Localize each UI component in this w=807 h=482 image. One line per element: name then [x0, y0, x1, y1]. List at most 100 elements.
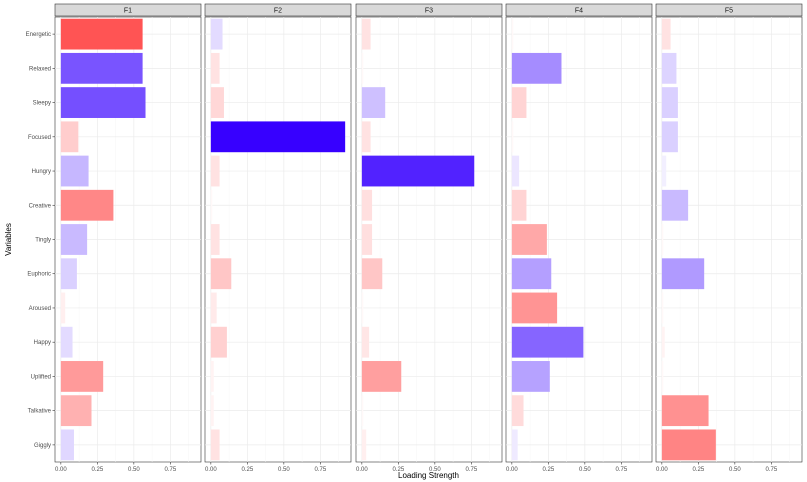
- y-tick-label-uplifted: Uplifted: [31, 374, 51, 380]
- bar-f5-energetic: [661, 18, 671, 50]
- bar-f1-talkative: [60, 395, 92, 427]
- bar-f4-euphoric: [511, 258, 552, 290]
- bar-f4-talkative: [511, 395, 524, 427]
- x-tick-label: 0.25: [692, 467, 704, 473]
- bar-f1-hungry: [60, 155, 89, 187]
- gridlines: [205, 17, 351, 462]
- bar-f4-tingly: [511, 224, 547, 255]
- bar-f4-aroused: [511, 292, 558, 324]
- y-tick-label-euphoric: Euphoric: [27, 272, 51, 278]
- y-tick-label-aroused: Aroused: [29, 306, 51, 312]
- x-tick-label: 0.25: [241, 467, 253, 473]
- bar-f3-euphoric: [361, 258, 383, 290]
- bar-f4-energetic: [511, 18, 514, 50]
- bar-f1-tingly: [60, 224, 88, 255]
- y-tick-label-happy: Happy: [34, 340, 51, 346]
- y-tick-label-sleepy: Sleepy: [33, 101, 51, 107]
- bar-f2-aroused: [210, 292, 217, 324]
- bar-f4-giggly: [511, 429, 518, 461]
- bar-f5-relaxed: [661, 52, 677, 84]
- bar-f2-talkative: [210, 395, 214, 427]
- bar-f1-aroused: [60, 292, 66, 324]
- bar-f3-tingly: [361, 224, 373, 255]
- facet-panel-f1: F1 0.00 0.25 0.50 0.75: [54, 3, 202, 473]
- bar-f1-sleepy: [60, 87, 146, 118]
- bar-f2-relaxed: [210, 52, 220, 84]
- x-tick-label: 0.50: [579, 467, 591, 473]
- bar-f3-sleepy: [361, 87, 386, 118]
- x-tick-label: 0.00: [205, 467, 217, 473]
- y-axis-title: Variables: [4, 223, 13, 256]
- x-tick-label: 0.25: [542, 467, 554, 473]
- bar-f5-creative: [661, 189, 689, 221]
- bar-f5-aroused: [661, 292, 664, 324]
- facet-strip: [655, 3, 803, 17]
- bar-f2-happy: [210, 326, 227, 358]
- facet-strip-label: F5: [725, 8, 733, 15]
- y-tick-label-energetic: Energetic: [26, 32, 51, 38]
- bar-f5-giggly: [661, 429, 716, 461]
- facet-panel-f4: F4 0.00 0.25 0.50 0.75: [505, 3, 653, 473]
- bar-f3-uplifted: [361, 361, 402, 392]
- facet-panel-f2: F2 0.00 0.25 0.50 0.75: [204, 3, 352, 473]
- y-tick-label-giggly: Giggly: [34, 443, 51, 449]
- bar-f1-focused: [60, 121, 79, 153]
- bar-f4-relaxed: [511, 52, 562, 84]
- x-tick-label: 0.25: [91, 467, 103, 473]
- bar-f3-creative: [361, 189, 373, 221]
- bar-f1-euphoric: [60, 258, 77, 290]
- x-tick-label: 0.75: [314, 467, 326, 473]
- bar-f4-happy: [511, 326, 584, 358]
- bar-f5-tingly: [661, 224, 664, 255]
- y-tick-label-talkative: Talkative: [28, 409, 52, 415]
- bar-f1-giggly: [60, 429, 74, 461]
- y-tick-label-tingly: Tingly: [35, 238, 51, 244]
- x-tick-label: 0.50: [729, 467, 741, 473]
- bar-f3-aroused: [361, 292, 364, 324]
- bar-f3-hungry: [361, 155, 475, 187]
- bar-f2-energetic: [210, 18, 223, 50]
- bar-f5-uplifted: [661, 361, 664, 392]
- x-tick-label: 0.00: [55, 467, 67, 473]
- x-tick-label: 0.00: [656, 467, 668, 473]
- bar-f5-sleepy: [661, 87, 678, 118]
- x-tick-label: 0.75: [164, 467, 176, 473]
- x-tick-label: 0.50: [429, 467, 441, 473]
- bar-f5-talkative: [661, 395, 709, 427]
- facet-strip-label: F3: [425, 8, 433, 15]
- facet-strip-label: F1: [124, 8, 132, 15]
- x-tick-label: 0.75: [615, 467, 627, 473]
- facet-strip-label: F2: [274, 8, 282, 15]
- bar-f3-giggly: [361, 429, 367, 461]
- bar-f2-creative: [210, 189, 213, 221]
- x-tick-label: 0.75: [765, 467, 777, 473]
- bar-f2-sleepy: [210, 87, 224, 118]
- x-tick-label: 0.50: [128, 467, 140, 473]
- bar-f4-creative: [511, 189, 527, 221]
- y-tick-label-hungry: Hungry: [32, 169, 51, 175]
- bar-f3-happy: [361, 326, 370, 358]
- y-axis-labels: Energetic Relaxed Sleepy Focused Hungry Creat…: [26, 32, 55, 449]
- bar-f2-focused: [210, 121, 346, 153]
- x-tick-label: 0.25: [392, 467, 404, 473]
- facet-strip: [54, 3, 202, 17]
- x-tick-label: 0.00: [506, 467, 518, 473]
- facet-panel-f5: F5 0.00 0.25 0.50 0.75: [655, 3, 803, 473]
- bar-f4-sleepy: [511, 87, 527, 118]
- x-tick-label: 0.75: [465, 467, 477, 473]
- bar-f2-hungry: [210, 155, 220, 187]
- bar-f5-focused: [661, 121, 678, 153]
- x-axis-title: Loading Strength: [398, 471, 459, 480]
- bar-f4-focused: [511, 121, 514, 153]
- x-tick-label: 0.50: [278, 467, 290, 473]
- y-tick-label-focused: Focused: [28, 135, 51, 141]
- y-tick-label-creative: Creative: [29, 203, 52, 209]
- facet-strip: [505, 3, 653, 17]
- facet-panels: F1 0.00 0.25 0.50 0.75 F2 0.00 0.25 0.50 0.75 F3 0.…: [54, 3, 803, 473]
- bar-f1-happy: [60, 326, 73, 358]
- bar-f1-creative: [60, 189, 114, 221]
- bar-f3-energetic: [361, 18, 371, 50]
- x-tick-label: 0.00: [356, 467, 368, 473]
- facet-strip: [204, 3, 352, 17]
